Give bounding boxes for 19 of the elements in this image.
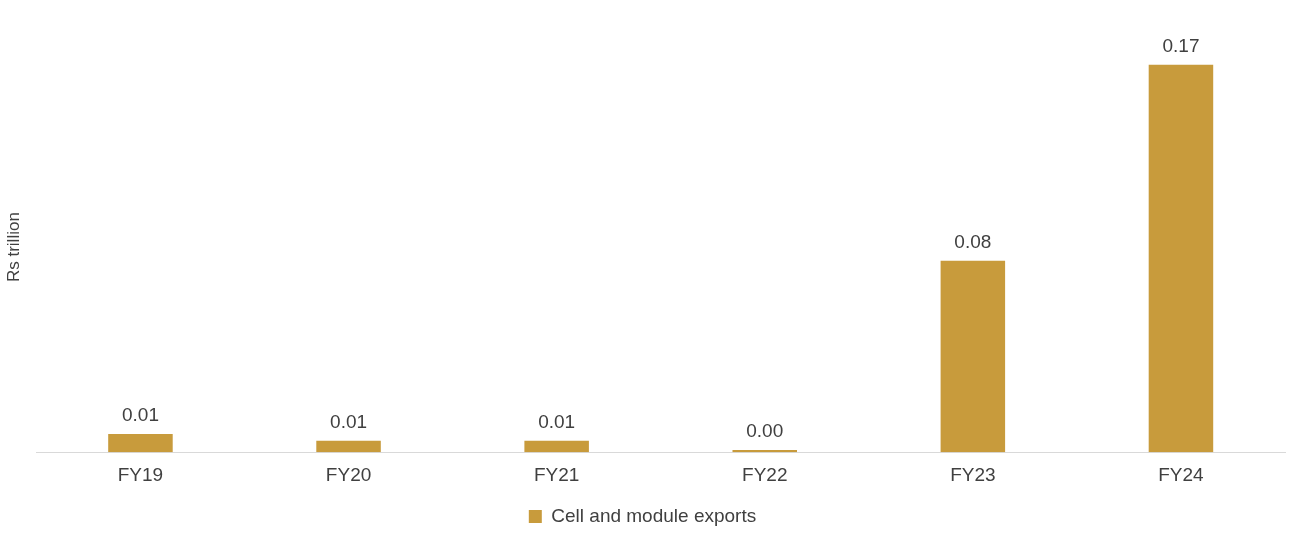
legend-label: Cell and module exports [551, 504, 757, 526]
bar [524, 440, 589, 453]
data-label: 0.01 [538, 410, 576, 432]
x-tick-label: FY19 [117, 463, 164, 485]
x-tick-label: FY21 [533, 463, 580, 485]
bar [1148, 64, 1214, 453]
bar [108, 433, 173, 453]
x-tick-label: FY22 [742, 463, 788, 485]
data-label: 0.01 [330, 410, 368, 432]
x-tick-label: FY23 [950, 463, 996, 485]
x-tick-label: FY24 [1158, 463, 1205, 485]
data-label: 0.01 [121, 403, 159, 425]
x-tick-label: FY20 [325, 463, 372, 485]
data-label: 0.00 [746, 419, 784, 441]
bar [940, 260, 1006, 453]
bar [316, 440, 381, 453]
data-label: 0.17 [1162, 34, 1200, 56]
y-axis-title: Rs trillion [3, 212, 23, 283]
data-label: 0.08 [954, 230, 992, 252]
